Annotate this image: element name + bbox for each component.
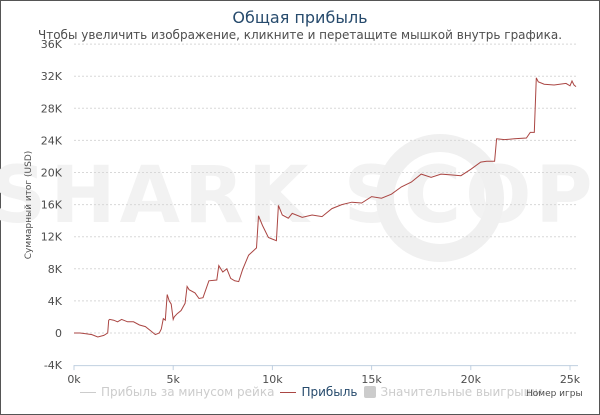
svg-text:-4K: -4K xyxy=(44,359,63,372)
y-axis-ticks: 36K 32K 28K 24K 20K 16K 12K 8K 4K 0 -4K xyxy=(41,38,63,372)
line-swatch-icon xyxy=(80,391,96,393)
svg-text:36K: 36K xyxy=(41,38,63,51)
x-axis: 0k 5k 10k 15k 20k 25k xyxy=(67,365,581,386)
svg-text:24K: 24K xyxy=(41,134,63,147)
grid-lines xyxy=(74,43,578,334)
legend-item-rake-profit[interactable]: Прибыль за минусом рейка xyxy=(80,385,274,399)
legend-item-profit[interactable]: Прибыль xyxy=(280,385,358,399)
svg-text:25k: 25k xyxy=(560,373,581,386)
watermark: SHARK SCOPE xyxy=(0,134,600,262)
chart-title: Общая прибыль xyxy=(232,8,368,27)
svg-text:12K: 12K xyxy=(41,231,63,244)
svg-text:0k: 0k xyxy=(67,373,81,386)
line-swatch-icon xyxy=(280,391,297,393)
svg-text:15k: 15k xyxy=(361,373,382,386)
legend: Прибыль за минусом рейка Прибыль Значите… xyxy=(80,385,542,399)
box-swatch-icon xyxy=(363,386,376,398)
chart-subtitle: Чтобы увеличить изображение, кликните и … xyxy=(37,28,563,42)
svg-text:0: 0 xyxy=(55,327,62,340)
svg-text:5k: 5k xyxy=(167,373,181,386)
legend-label: Прибыль xyxy=(301,385,358,399)
svg-text:SHARK SCOPE: SHARK SCOPE xyxy=(0,151,600,241)
svg-text:28K: 28K xyxy=(41,102,63,115)
y-axis-label: Суммарный итог (USD) xyxy=(24,151,34,260)
svg-text:4K: 4K xyxy=(48,295,63,308)
legend-label: Значительные выигрыши xyxy=(380,385,543,399)
svg-text:16K: 16K xyxy=(41,199,63,212)
svg-text:8K: 8K xyxy=(48,263,63,276)
svg-text:20k: 20k xyxy=(461,373,482,386)
legend-item-big-wins[interactable]: Значительные выигрыши xyxy=(363,385,543,399)
x-axis-label: Номер игры xyxy=(526,389,583,399)
legend-label: Прибыль за минусом рейка xyxy=(101,385,275,399)
svg-text:10k: 10k xyxy=(262,373,283,386)
profit-line xyxy=(74,77,577,338)
svg-text:20K: 20K xyxy=(41,167,63,180)
svg-text:32K: 32K xyxy=(41,70,63,83)
